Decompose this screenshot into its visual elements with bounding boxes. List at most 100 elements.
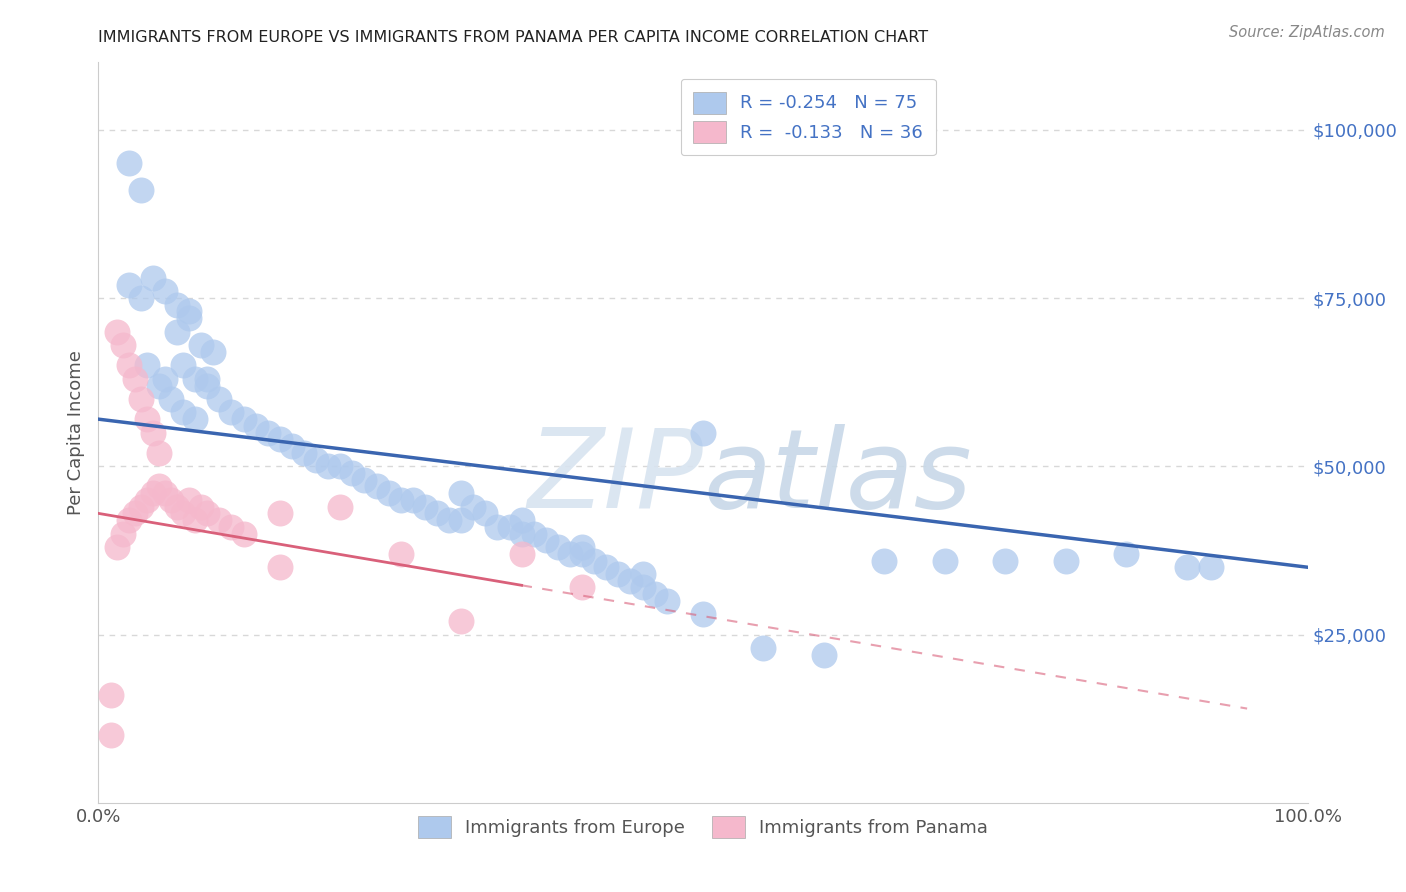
Point: [450, 486, 472, 500]
Point: [100, 688, 122, 702]
Point: [105, 325, 128, 339]
Point: [166, 298, 188, 312]
Point: [118, 359, 141, 373]
Point: [118, 156, 141, 170]
Point: [142, 425, 165, 440]
Point: [142, 270, 165, 285]
Point: [523, 526, 546, 541]
Point: [389, 547, 412, 561]
Point: [221, 405, 243, 419]
Point: [305, 452, 328, 467]
Point: [329, 500, 352, 514]
Point: [813, 648, 835, 662]
Point: [245, 418, 267, 433]
Point: [752, 640, 775, 655]
Point: [486, 520, 509, 534]
Point: [292, 446, 315, 460]
Point: [426, 507, 449, 521]
Point: [179, 304, 201, 318]
Point: [644, 587, 666, 601]
Point: [558, 547, 581, 561]
Point: [105, 540, 128, 554]
Legend: Immigrants from Europe, Immigrants from Panama: Immigrants from Europe, Immigrants from …: [411, 809, 995, 846]
Point: [184, 372, 207, 386]
Point: [463, 500, 485, 514]
Point: [148, 378, 170, 392]
Point: [534, 533, 557, 548]
Point: [571, 540, 593, 554]
Point: [195, 507, 218, 521]
Point: [595, 560, 617, 574]
Point: [692, 425, 714, 440]
Point: [129, 392, 152, 406]
Point: [184, 412, 207, 426]
Point: [342, 466, 364, 480]
Point: [413, 500, 436, 514]
Point: [221, 520, 243, 534]
Point: [190, 338, 212, 352]
Point: [129, 291, 152, 305]
Point: [153, 486, 176, 500]
Point: [510, 513, 533, 527]
Point: [498, 520, 520, 534]
Point: [934, 553, 956, 567]
Point: [135, 492, 157, 507]
Point: [571, 547, 593, 561]
Point: [329, 459, 352, 474]
Point: [190, 500, 212, 514]
Text: IMMIGRANTS FROM EUROPE VS IMMIGRANTS FROM PANAMA PER CAPITA INCOME CORRELATION C: IMMIGRANTS FROM EUROPE VS IMMIGRANTS FRO…: [98, 29, 928, 45]
Point: [377, 486, 399, 500]
Point: [166, 325, 188, 339]
Point: [208, 392, 231, 406]
Point: [269, 507, 291, 521]
Point: [179, 311, 201, 326]
Point: [256, 425, 278, 440]
Point: [153, 285, 176, 299]
Point: [179, 492, 201, 507]
Point: [148, 479, 170, 493]
Point: [232, 526, 254, 541]
Y-axis label: Per Capita Income: Per Capita Income: [66, 351, 84, 515]
Point: [437, 513, 460, 527]
Point: [129, 183, 152, 197]
Point: [450, 513, 472, 527]
Point: [124, 507, 146, 521]
Point: [316, 459, 339, 474]
Point: [402, 492, 425, 507]
Point: [1054, 553, 1077, 567]
Point: [873, 553, 896, 567]
Point: [202, 344, 225, 359]
Point: [366, 479, 388, 493]
Point: [100, 729, 122, 743]
Point: [135, 412, 157, 426]
Point: [510, 547, 533, 561]
Text: Source: ZipAtlas.com: Source: ZipAtlas.com: [1229, 25, 1385, 40]
Point: [474, 507, 496, 521]
Point: [353, 473, 375, 487]
Point: [619, 574, 641, 588]
Point: [547, 540, 569, 554]
Point: [166, 500, 188, 514]
Point: [118, 513, 141, 527]
Point: [583, 553, 606, 567]
Point: [510, 526, 533, 541]
Point: [111, 526, 134, 541]
Point: [232, 412, 254, 426]
Point: [124, 372, 146, 386]
Point: [269, 433, 291, 447]
Point: [571, 581, 593, 595]
Point: [631, 581, 654, 595]
Text: ZIP: ZIP: [527, 424, 703, 531]
Point: [208, 513, 231, 527]
Point: [135, 359, 157, 373]
Point: [118, 277, 141, 292]
Point: [142, 486, 165, 500]
Point: [655, 594, 678, 608]
Point: [692, 607, 714, 622]
Point: [153, 372, 176, 386]
Point: [172, 405, 194, 419]
Point: [1175, 560, 1198, 574]
Point: [450, 614, 472, 628]
Text: atlas: atlas: [703, 424, 972, 531]
Point: [129, 500, 152, 514]
